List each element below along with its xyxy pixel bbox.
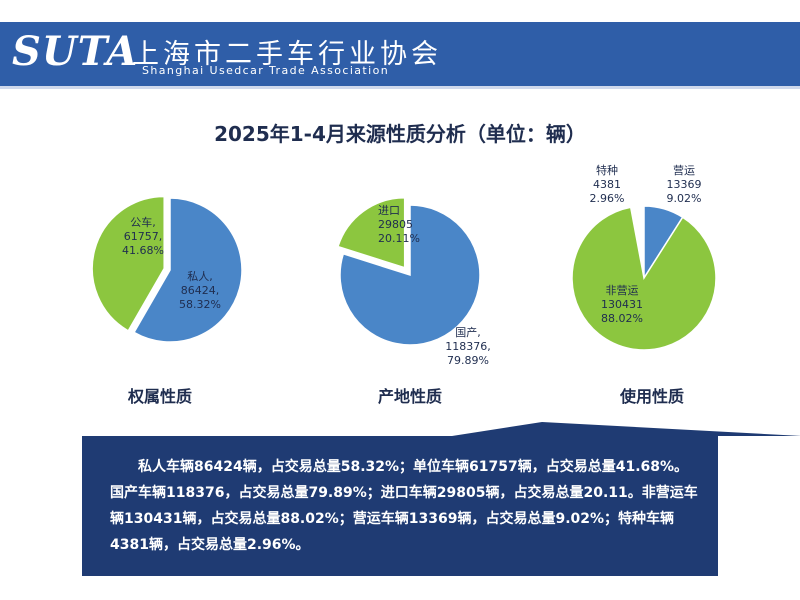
slice-label-私人-0: 私人, (187, 270, 213, 283)
pie-slice-国产 (339, 204, 481, 346)
slice-label-营运-0: 营运 (673, 163, 695, 177)
slice-label-公车-0: 公车, (130, 215, 156, 229)
pie-slice-非营运 (571, 206, 717, 351)
chart-title-2: 使用性质 (619, 387, 684, 406)
pie-charts: 私人,86424,58.32% 公车,61757,41.68% 权属性质 国产,118… (91, 163, 717, 406)
summary-box: 私人车辆86424辆，占交易总量58.32%；单位车辆61757辆，占交易总量4… (82, 422, 800, 576)
slice-label-公车-1: 61757, (124, 230, 163, 243)
page-title: 2025年1-4月来源性质分析（单位：辆） (214, 122, 586, 146)
slice-label-国产-1: 118376, (445, 340, 491, 353)
header-banner: SUTA 上海市二手车行业协会 Shanghai Usedcar Trade A… (0, 22, 800, 89)
chart-title-1: 产地性质 (378, 387, 442, 406)
slice-label-进口-0: 进口 (378, 204, 400, 217)
slice-label-营运-1: 13369 (667, 178, 702, 191)
chart-title-0: 权属性质 (127, 387, 192, 406)
slice-label-国产-0: 国产, (455, 325, 481, 339)
pie-slice-特种 (629, 201, 645, 275)
slice-label-特种-1: 4381 (593, 178, 621, 191)
pie-slice-进口 (337, 196, 406, 269)
slice-label-营运-2: 9.02% (667, 192, 702, 205)
slice-label-特种-0: 特种 (596, 163, 618, 177)
slice-label-公车-2: 41.68% (122, 244, 164, 257)
pie-slice-公车 (91, 195, 165, 332)
org-name-cn: 上海市二手车行业协会 (132, 39, 442, 70)
slice-label-非营运-2: 88.02% (601, 312, 643, 325)
slice-label-非营运-0: 非营运 (606, 283, 639, 297)
org-name-en: Shanghai Usedcar Trade Association (142, 64, 390, 77)
pie-slice-私人 (133, 197, 243, 343)
slice-label-进口-2: 20.11% (378, 232, 420, 245)
slice-label-私人-1: 86424, (181, 284, 220, 297)
suta-logo: SUTA (12, 28, 139, 75)
summary-text: 私人车辆86424辆，占交易总量58.32%；单位车辆61757辆，占交易总量4… (110, 459, 698, 553)
slice-label-私人-2: 58.32% (179, 298, 221, 311)
slice-label-非营运-1: 130431 (601, 298, 643, 311)
slice-label-进口-1: 29805 (378, 218, 413, 231)
slice-label-特种-2: 2.96% (590, 192, 625, 205)
slice-label-国产-2: 79.89% (447, 354, 489, 367)
